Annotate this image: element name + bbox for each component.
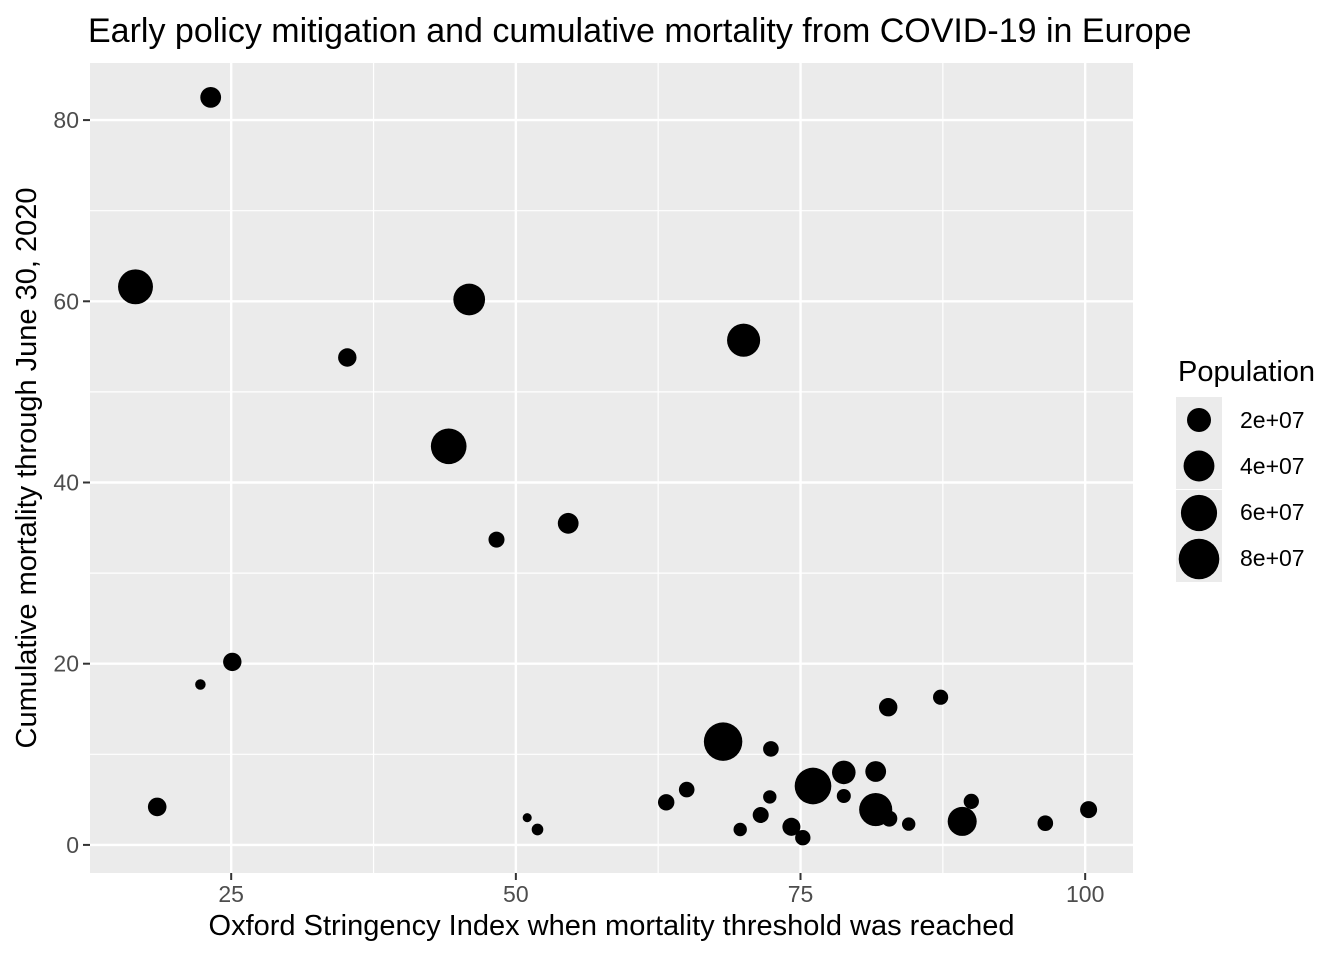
data-point bbox=[794, 767, 832, 805]
legend-key: 4e+07 bbox=[1176, 443, 1305, 490]
chart-title: Early policy mitigation and cumulative m… bbox=[88, 12, 1192, 50]
data-point bbox=[1080, 801, 1098, 819]
legend-key: 6e+07 bbox=[1176, 489, 1305, 536]
legend-key-label: 2e+07 bbox=[1240, 406, 1305, 433]
data-point bbox=[531, 823, 544, 836]
y-tick-label: 40 bbox=[53, 469, 79, 495]
y-tick-label: 0 bbox=[66, 832, 79, 858]
x-tick-label: 25 bbox=[218, 881, 244, 907]
data-point bbox=[147, 797, 167, 817]
data-point bbox=[836, 788, 851, 804]
data-point bbox=[453, 283, 486, 316]
legend-title: Population bbox=[1178, 356, 1316, 388]
data-point bbox=[338, 348, 357, 367]
legend-bubble-icon bbox=[1178, 538, 1220, 580]
data-point bbox=[947, 806, 977, 836]
panel-background bbox=[90, 63, 1133, 873]
legend-key: 8e+07 bbox=[1176, 535, 1305, 582]
data-point bbox=[703, 722, 743, 761]
data-point bbox=[727, 323, 761, 357]
legend-key-label: 6e+07 bbox=[1240, 499, 1305, 526]
x-tick-label: 75 bbox=[788, 881, 814, 907]
data-point bbox=[557, 512, 579, 534]
data-point bbox=[678, 781, 695, 798]
legend-key-swatch bbox=[1176, 489, 1222, 536]
data-point bbox=[763, 790, 777, 804]
data-point bbox=[782, 817, 801, 836]
data-point bbox=[488, 531, 505, 548]
y-tick-label: 80 bbox=[53, 107, 79, 133]
x-axis-title: Oxford Stringency Index when mortality t… bbox=[208, 910, 1015, 942]
legend-bubble-icon bbox=[1183, 450, 1215, 482]
legend-key-swatch bbox=[1176, 535, 1222, 582]
legend-key-label: 8e+07 bbox=[1240, 545, 1305, 572]
data-point bbox=[752, 806, 769, 824]
data-point bbox=[832, 760, 856, 785]
data-point bbox=[878, 697, 898, 717]
y-tick-label: 60 bbox=[53, 288, 79, 314]
data-point bbox=[657, 794, 675, 811]
legend-key-swatch bbox=[1176, 443, 1222, 490]
legend-bubble-icon bbox=[1180, 494, 1218, 531]
y-tick-label: 20 bbox=[53, 651, 79, 677]
data-point bbox=[733, 822, 747, 837]
data-point bbox=[522, 813, 532, 823]
legend-key: 2e+07 bbox=[1176, 397, 1305, 443]
data-point bbox=[902, 817, 916, 831]
data-point bbox=[118, 269, 153, 305]
data-point bbox=[763, 741, 779, 757]
data-point bbox=[933, 689, 949, 705]
y-axis-title: Cumulative mortality through June 30, 20… bbox=[11, 187, 43, 749]
data-point bbox=[1037, 815, 1054, 832]
legend-key-swatch bbox=[1176, 397, 1222, 443]
data-point bbox=[795, 830, 811, 846]
data-point bbox=[865, 761, 887, 782]
data-point bbox=[195, 679, 206, 690]
data-point bbox=[223, 652, 242, 672]
legend-bubble-icon bbox=[1187, 408, 1211, 432]
legend: Population 2e+07 4e+07 6e+07 8e+07 bbox=[1176, 356, 1344, 596]
legend-key-label: 4e+07 bbox=[1240, 452, 1305, 479]
data-point bbox=[963, 793, 979, 810]
data-point bbox=[881, 810, 898, 827]
x-tick-label: 100 bbox=[1066, 881, 1104, 907]
x-tick-label: 50 bbox=[503, 881, 529, 907]
data-point bbox=[430, 428, 467, 465]
data-point bbox=[200, 87, 222, 108]
